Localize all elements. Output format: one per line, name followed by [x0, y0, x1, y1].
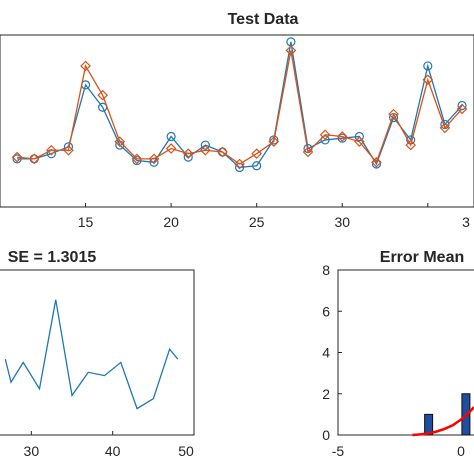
chart-title-test-data: Test Data [228, 11, 299, 28]
data-point-diamond [251, 148, 263, 160]
data-point-diamond [199, 144, 211, 156]
x-tick-label: 20 [163, 214, 179, 230]
series-line-2 [17, 50, 463, 165]
x-tick-label: 15 [78, 214, 94, 230]
data-point-circle [166, 131, 176, 142]
data-point-diamond [182, 148, 194, 160]
x-tick-label: 50 [178, 443, 194, 459]
plot-frame-error-mean [337, 269, 474, 436]
data-point-circle [371, 159, 382, 169]
data-point-diamond [97, 89, 109, 101]
data-point-circle [200, 140, 210, 150]
data-point-diamond [11, 151, 23, 163]
series-line-1 [17, 41, 463, 169]
chart-se: SE = 1.3015 30 40 50 [0, 249, 195, 459]
data-point-diamond [114, 136, 126, 147]
data-point-diamond [234, 158, 245, 170]
chart-title-se: SE = 1.3015 [8, 249, 97, 266]
y-tick-label: 2 [322, 386, 330, 402]
histogram-bar [424, 413, 434, 436]
x-tick-label: 40 [105, 443, 121, 459]
data-point-circle [12, 154, 22, 164]
data-point-diamond [63, 144, 74, 156]
y-tick-label: 6 [322, 303, 330, 319]
data-point-diamond [217, 146, 228, 158]
x-tick-label: 30 [334, 214, 350, 230]
chart-title-error-mean: Error Mean [380, 249, 464, 266]
y-tick-label: 0 [322, 427, 330, 443]
x-tick-label: 25 [249, 214, 265, 230]
data-point-diamond [422, 74, 434, 86]
data-point-circle [252, 161, 262, 171]
data-point-diamond [354, 136, 365, 147]
data-point-diamond [165, 143, 177, 154]
data-point-diamond [388, 108, 399, 120]
data-point-diamond [319, 129, 331, 141]
data-point-circle [423, 61, 433, 71]
data-point-circle [320, 135, 330, 145]
x-tick-label: 0 [457, 443, 465, 459]
x-tick-label: 3 [462, 214, 470, 230]
data-point-diamond [371, 156, 382, 168]
data-point-diamond [405, 139, 417, 151]
plot-frame-top [0, 34, 474, 208]
fit-curve [412, 406, 474, 437]
data-point-diamond [80, 60, 91, 72]
x-tick-label: 30 [24, 443, 40, 459]
data-point-diamond [302, 146, 314, 158]
series-top [11, 37, 468, 173]
chart-test-data: Test Data 15 20 25 30 3 [0, 11, 474, 230]
data-point-diamond [148, 153, 160, 165]
plot-frame-se [0, 269, 195, 436]
y-tick-label: 8 [322, 262, 330, 278]
data-point-diamond [456, 103, 468, 115]
data-point-circle [269, 135, 279, 145]
x-ticks-se: 30 40 50 [24, 431, 195, 459]
x-ticks-top: 15 20 25 30 3 [78, 203, 470, 230]
data-point-circle [354, 131, 364, 142]
data-point-circle [132, 155, 142, 166]
y-tick-label: 4 [322, 345, 330, 361]
series-line-se [4, 299, 179, 410]
data-point-diamond [28, 153, 40, 165]
data-point-diamond [336, 131, 348, 142]
fit-line-error-mean [412, 406, 474, 437]
data-point-diamond [439, 122, 451, 134]
data-point-diamond [268, 136, 280, 147]
data-point-diamond [45, 144, 57, 156]
series-se [4, 299, 179, 410]
data-point-diamond [285, 45, 297, 56]
x-tick-label: -5 [332, 443, 345, 459]
data-point-diamond [131, 153, 143, 165]
